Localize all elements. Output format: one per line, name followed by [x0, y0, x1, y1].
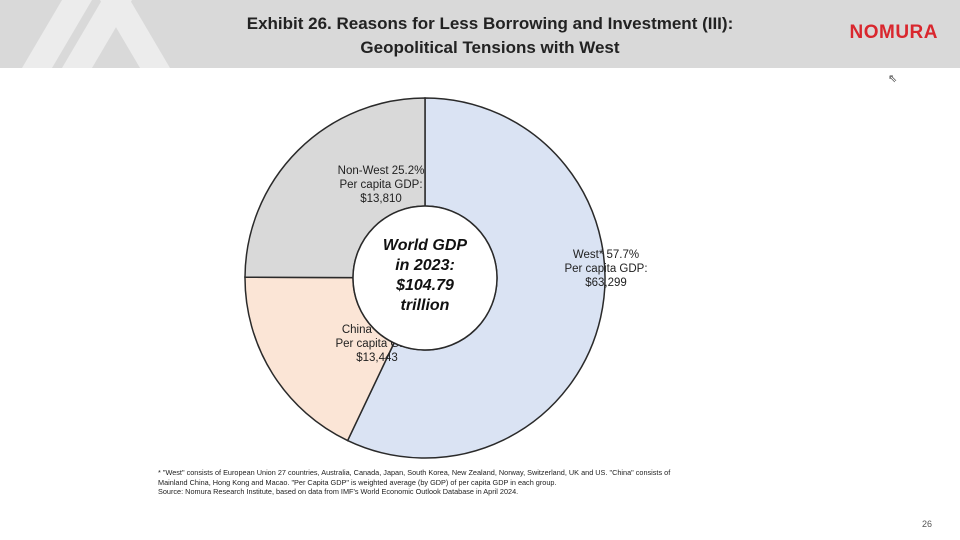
center-label: World GDP in 2023: $104.79 trillion	[383, 237, 467, 314]
header-stripes-decoration	[22, 0, 170, 68]
slide-header: Exhibit 26. Reasons for Less Borrowing a…	[0, 0, 960, 68]
donut-hole	[352, 205, 498, 351]
title-line-2: Geopolitical Tensions with West	[360, 38, 620, 57]
page-number: 26	[921, 519, 932, 529]
slice-label-nonwest: Non-West 25.2% Per capita GDP: $13,810	[338, 165, 425, 205]
footnote-line-1: * "West" consists of European Union 27 c…	[158, 468, 671, 477]
slice-label-west: West* 57.7% Per capita GDP: $63,299	[564, 249, 647, 289]
footnote-source: Source: Nomura Research Institute, based…	[158, 487, 519, 496]
footnote-line-2: Mainland China, Hong Kong and Macao. "Pe…	[158, 477, 557, 487]
footnotes: * "West" consists of European Union 27 c…	[158, 468, 798, 497]
slide-title: Exhibit 26. Reasons for Less Borrowing a…	[170, 12, 810, 60]
mouse-cursor-icon: ⇖	[888, 73, 898, 85]
nomura-logo: NOMURA	[849, 22, 938, 43]
title-line-1: Exhibit 26. Reasons for Less Borrowing a…	[246, 14, 734, 33]
